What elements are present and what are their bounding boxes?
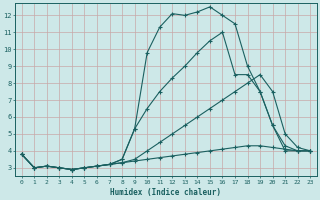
X-axis label: Humidex (Indice chaleur): Humidex (Indice chaleur) xyxy=(110,188,221,197)
